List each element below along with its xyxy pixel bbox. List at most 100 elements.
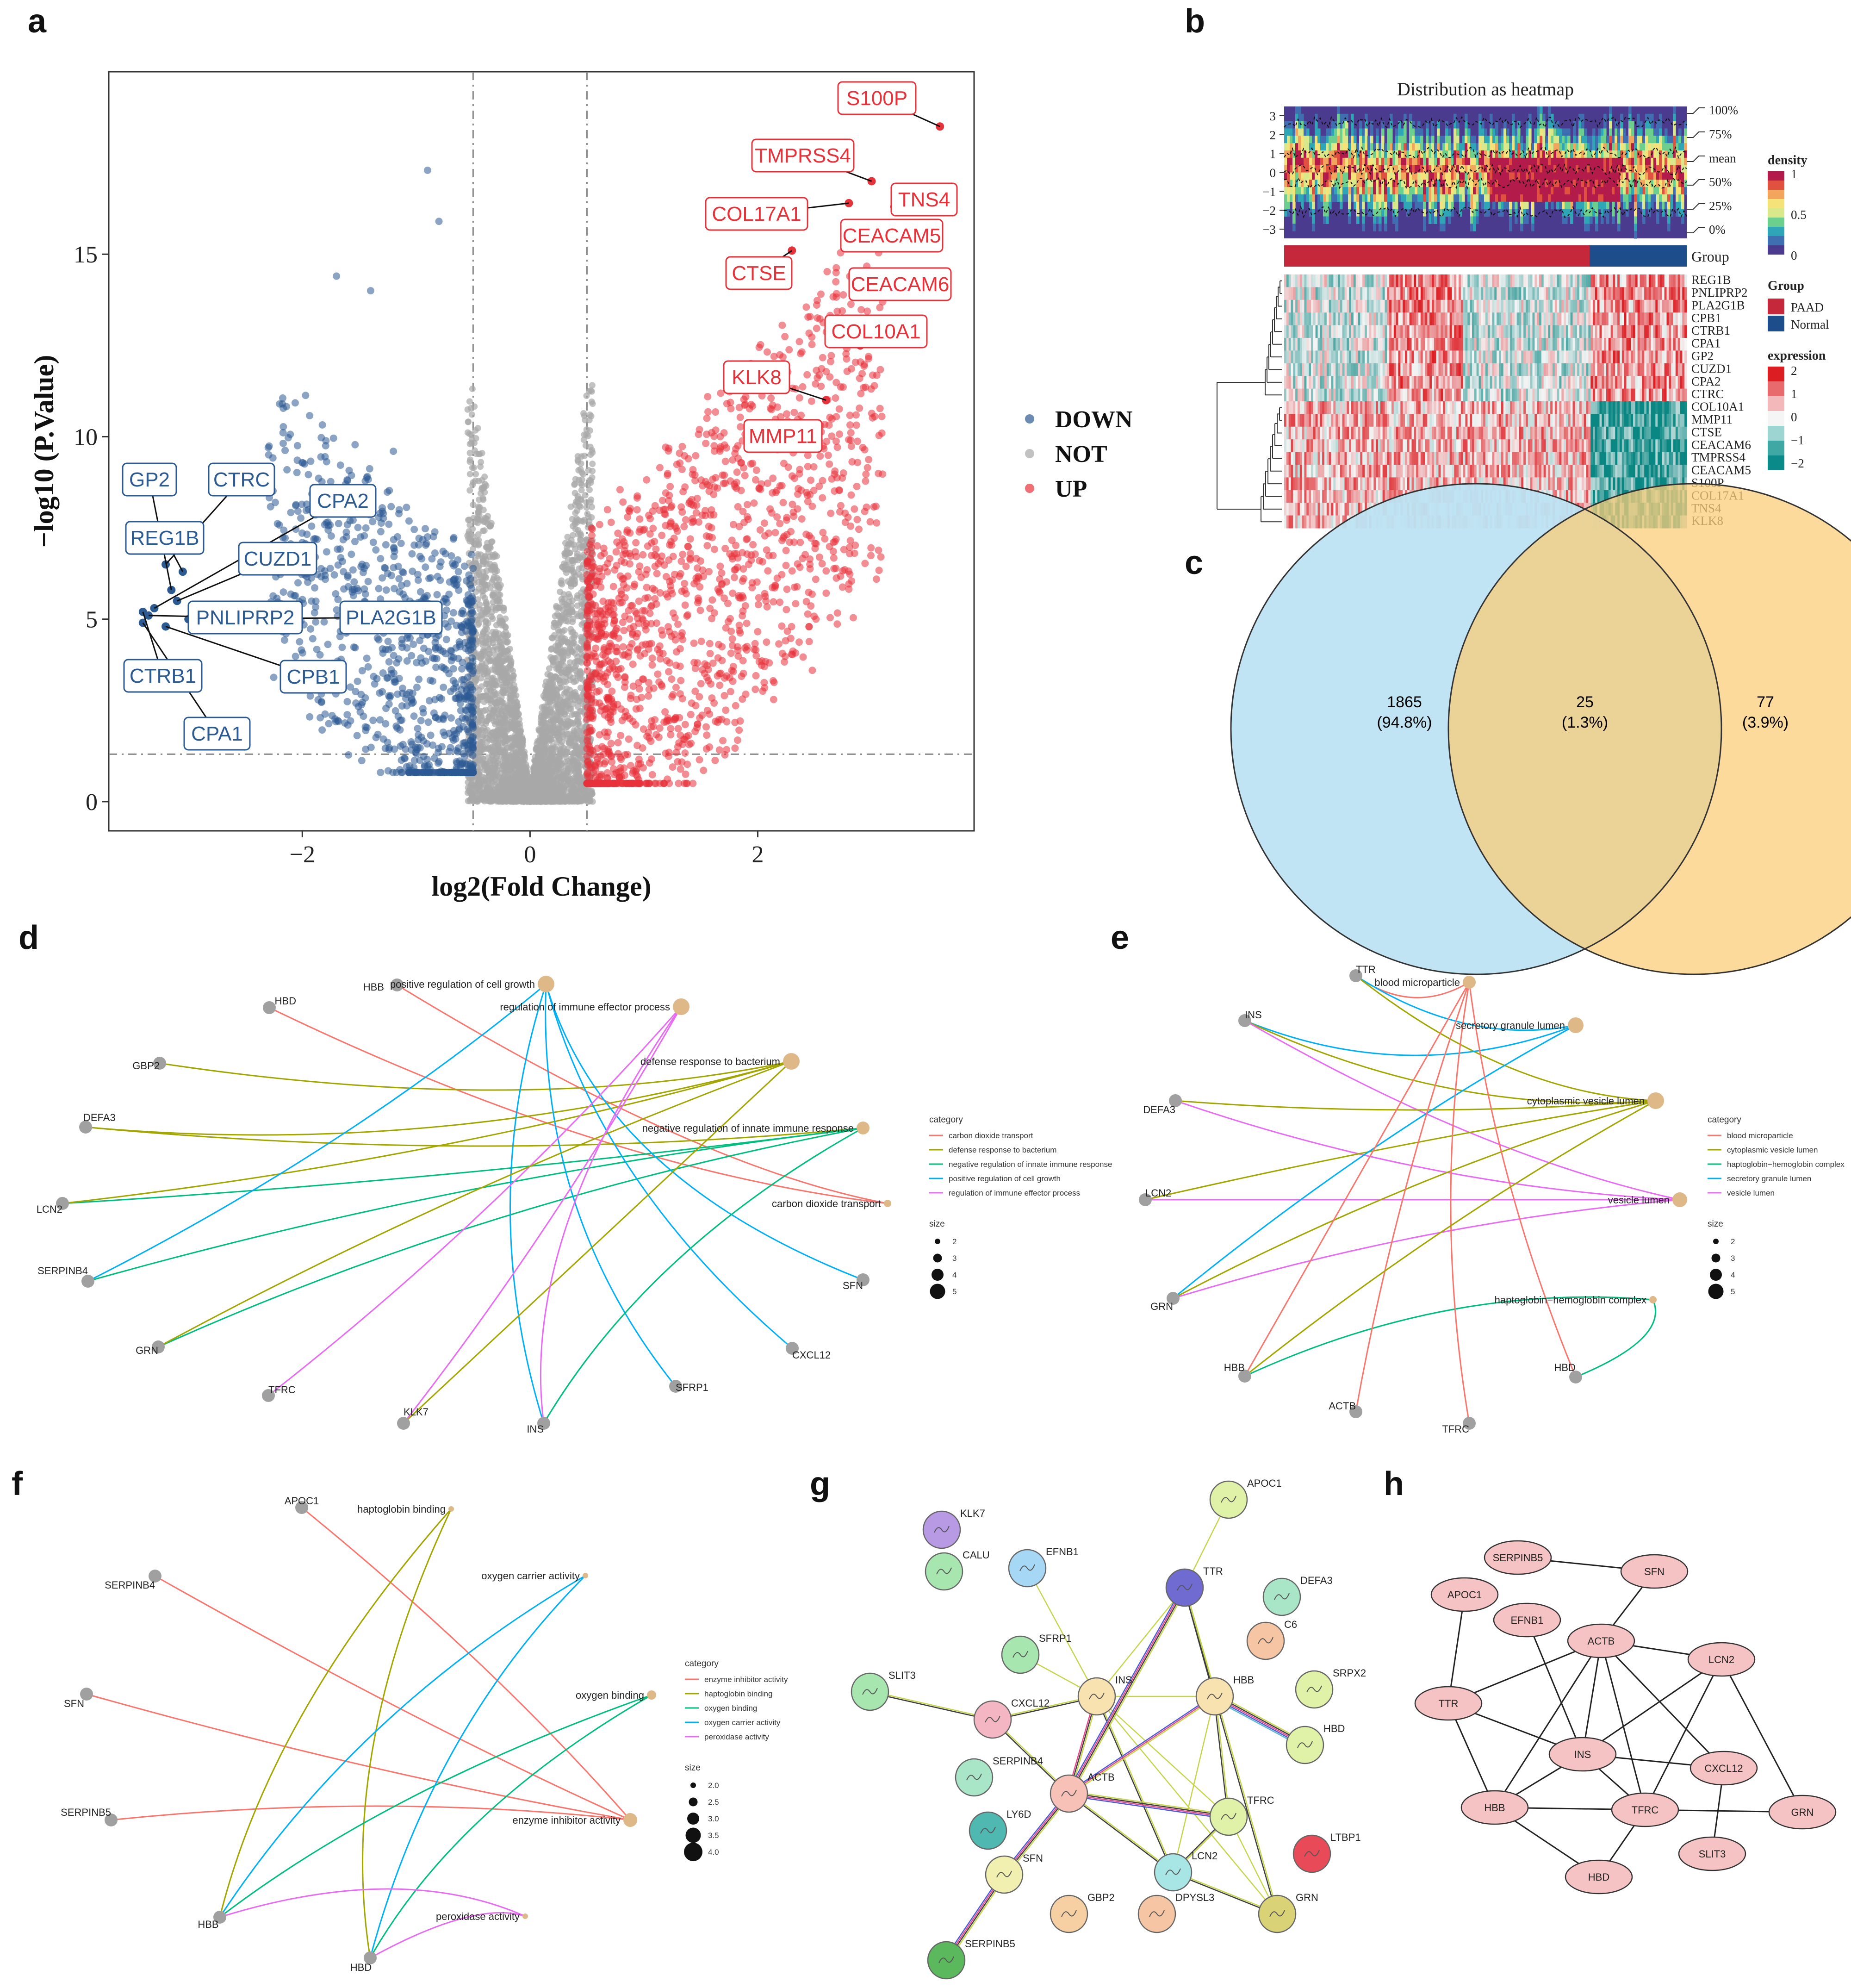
point-down [363,654,371,662]
point-down [338,643,346,651]
point-up [827,509,835,517]
point-not [576,752,583,759]
point-not [553,622,559,629]
point-up [749,541,757,548]
point-not [501,732,508,739]
point-not [527,793,534,800]
point-not [481,527,488,534]
point-not [466,398,473,405]
point-up [691,728,699,735]
point-down [293,442,301,449]
point-up [694,594,702,602]
point-up [646,610,654,617]
point-up [679,636,687,643]
point-up [817,290,825,298]
point-not [570,788,577,795]
point-not [558,648,565,655]
point-up [654,670,662,678]
point-up [729,668,737,676]
point-up [795,470,803,478]
point-up [870,503,878,511]
point-up [715,587,723,595]
point-not [565,722,572,729]
point-up [632,779,640,787]
point-up [805,623,813,631]
point-up [712,717,720,725]
point-up [595,687,603,695]
point-up [741,472,749,480]
point-up [721,544,729,552]
point-up [802,303,810,311]
point-not [565,612,572,619]
point-up [871,412,879,420]
point-up [817,382,825,390]
point-up [678,442,686,450]
point-up [677,731,684,739]
point-not [553,729,559,736]
point-up [629,661,637,668]
point-up [863,464,871,472]
point-not [483,617,490,624]
point-up [665,668,673,676]
point-not [533,745,540,752]
point-up [822,589,830,597]
point-up [799,383,807,391]
point-up [726,615,734,623]
point-up [757,486,764,493]
point-not [566,705,573,712]
point-down [366,465,373,473]
point-not [472,471,479,478]
point-up [802,488,810,496]
point-not [534,771,540,778]
point-not [523,779,530,786]
point-down [317,434,325,442]
point-up [692,452,700,460]
point-up [668,541,676,549]
point-not [482,586,489,592]
point-up [687,710,695,718]
point-not [559,657,566,664]
point-up [689,779,697,787]
point-not [512,714,519,721]
point-not [485,784,492,791]
point-up [617,557,625,565]
point-not [511,768,518,775]
point-up [598,624,606,632]
point-up [604,680,612,688]
point-up [798,515,806,523]
point-not [578,482,585,489]
point-up [718,643,726,651]
point-up [837,502,845,510]
point-up [727,628,735,636]
point-up [679,550,687,558]
point-not [481,559,488,566]
point-not [571,481,578,488]
point-not [508,790,515,797]
point-up [770,598,777,606]
point-up [819,494,826,502]
point-up [645,692,652,700]
point-up [672,648,680,656]
point-up [597,660,605,668]
point-not [546,678,553,685]
point-up [649,723,657,730]
point-not [578,476,585,483]
point-up [643,476,651,484]
point-up [709,475,717,483]
point-up [792,600,800,608]
point-not [584,794,591,801]
point-not [566,598,573,605]
point-up [587,538,595,546]
point-up [619,498,627,506]
point-up [778,321,786,329]
point-not [468,796,475,803]
point-up [667,586,675,594]
point-up [684,542,692,550]
point-up [731,744,739,752]
point-up [656,464,664,472]
point-up [739,577,746,585]
point-up [736,629,744,637]
point-up [681,586,689,594]
point-not [482,706,489,713]
point-up [851,542,859,549]
